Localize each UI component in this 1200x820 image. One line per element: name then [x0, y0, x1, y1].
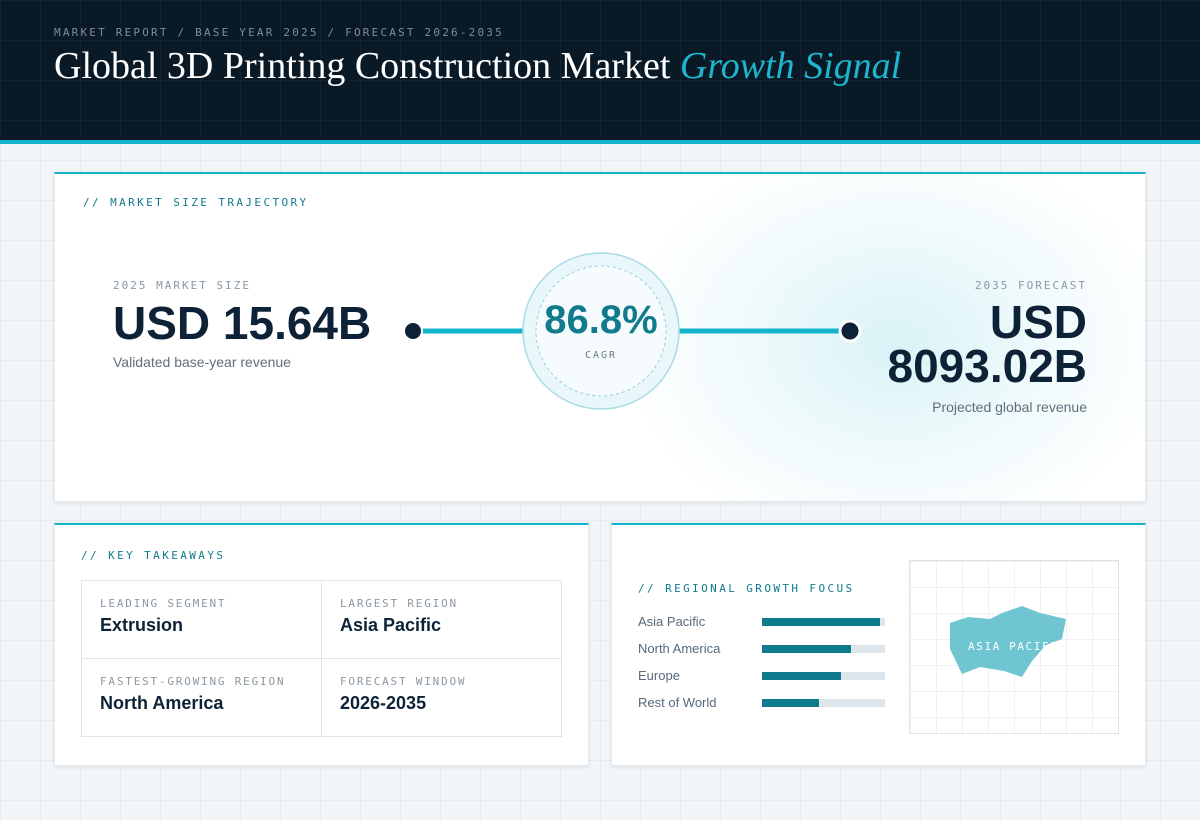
market-trajectory-card: // MARKET SIZE TRAJECTORY 2025 MARKET SI… — [54, 172, 1146, 502]
start-point-marker — [403, 321, 423, 341]
base-year-subtitle: Validated base-year revenue — [113, 354, 291, 370]
region-bar-row: North America — [638, 641, 888, 656]
regional-growth-card: // REGIONAL GROWTH FOCUS Asia Pacific Nor… — [611, 523, 1146, 766]
base-year-value: USD 15.64B — [113, 297, 372, 349]
region-bar-track — [762, 645, 885, 653]
region-bar-label: Rest of World — [638, 695, 717, 710]
region-bar-label: North America — [638, 641, 721, 656]
report-eyebrow: MARKET REPORT / BASE YEAR 2025 / FORECAS… — [54, 26, 504, 39]
region-map-graphic — [950, 606, 1066, 677]
region-bar-row: Rest of World — [638, 695, 888, 710]
takeaway-value: North America — [100, 693, 224, 713]
cagr-value: 86.8% — [544, 298, 658, 342]
background-glow — [615, 174, 1145, 501]
title-accent: Growth Signal — [679, 45, 902, 87]
asia-pacific-shape — [950, 606, 1066, 677]
region-bar-track — [762, 672, 885, 680]
takeaway-forecast-window: FORECAST WINDOW 2026-2035 — [322, 659, 562, 737]
region-bar-label: Europe — [638, 668, 680, 683]
region-bar-row: Europe — [638, 668, 888, 683]
region-bar — [762, 645, 851, 653]
takeaway-key: FASTEST-GROWING REGION — [100, 675, 286, 688]
forecast-value: USD 8093.02B — [887, 296, 1088, 392]
takeaway-value: Asia Pacific — [340, 615, 442, 635]
key-takeaways-card: // KEY TAKEAWAYS LEADING SEGMENT Extrusi… — [54, 523, 589, 766]
region-bar-track — [762, 699, 885, 707]
takeaways-card-label: // KEY TAKEAWAYS — [81, 549, 226, 562]
forecast-subtitle: Projected global revenue — [932, 399, 1087, 415]
region-bar-label: Asia Pacific — [638, 614, 706, 629]
region-bar — [762, 699, 819, 707]
takeaway-value: 2026-2035 — [340, 693, 427, 713]
region-bar — [762, 672, 841, 680]
trajectory-card-label: // MARKET SIZE TRAJECTORY — [83, 196, 309, 209]
takeaway-fastest-growing-region: FASTEST-GROWING REGION North America — [82, 659, 322, 737]
base-year-caption: 2025 MARKET SIZE — [113, 279, 251, 292]
title-main: Global 3D Printing Construction Market — [54, 45, 671, 87]
takeaway-key: LARGEST REGION — [340, 597, 458, 610]
takeaway-key: LEADING SEGMENT — [100, 597, 227, 610]
takeaway-largest-region: LARGEST REGION Asia Pacific — [322, 581, 562, 659]
region-bar — [762, 618, 880, 626]
forecast-caption: 2035 FORECAST — [974, 279, 1087, 292]
takeaway-key: FORECAST WINDOW — [340, 675, 467, 688]
takeaways-grid: LEADING SEGMENT Extrusion LARGEST REGION… — [81, 580, 562, 737]
cagr-label: CAGR — [584, 350, 618, 361]
region-bar-track — [762, 618, 885, 626]
region-bar-row: Asia Pacific — [638, 614, 888, 629]
report-header: MARKET REPORT / BASE YEAR 2025 / FORECAS… — [0, 0, 1200, 144]
regional-card-label: // REGIONAL GROWTH FOCUS — [638, 582, 855, 595]
end-point-marker — [838, 319, 862, 343]
trajectory-graphic — [403, 252, 862, 410]
takeaway-leading-segment: LEADING SEGMENT Extrusion — [82, 581, 322, 659]
cagr-inner-ring — [535, 265, 667, 397]
region-map: ASIA PACIFIC — [909, 560, 1119, 734]
map-region-label: ASIA PACIFIC — [968, 640, 1067, 653]
takeaway-value: Extrusion — [100, 615, 184, 635]
page-title: Global 3D Printing Construction Market G… — [54, 44, 901, 88]
